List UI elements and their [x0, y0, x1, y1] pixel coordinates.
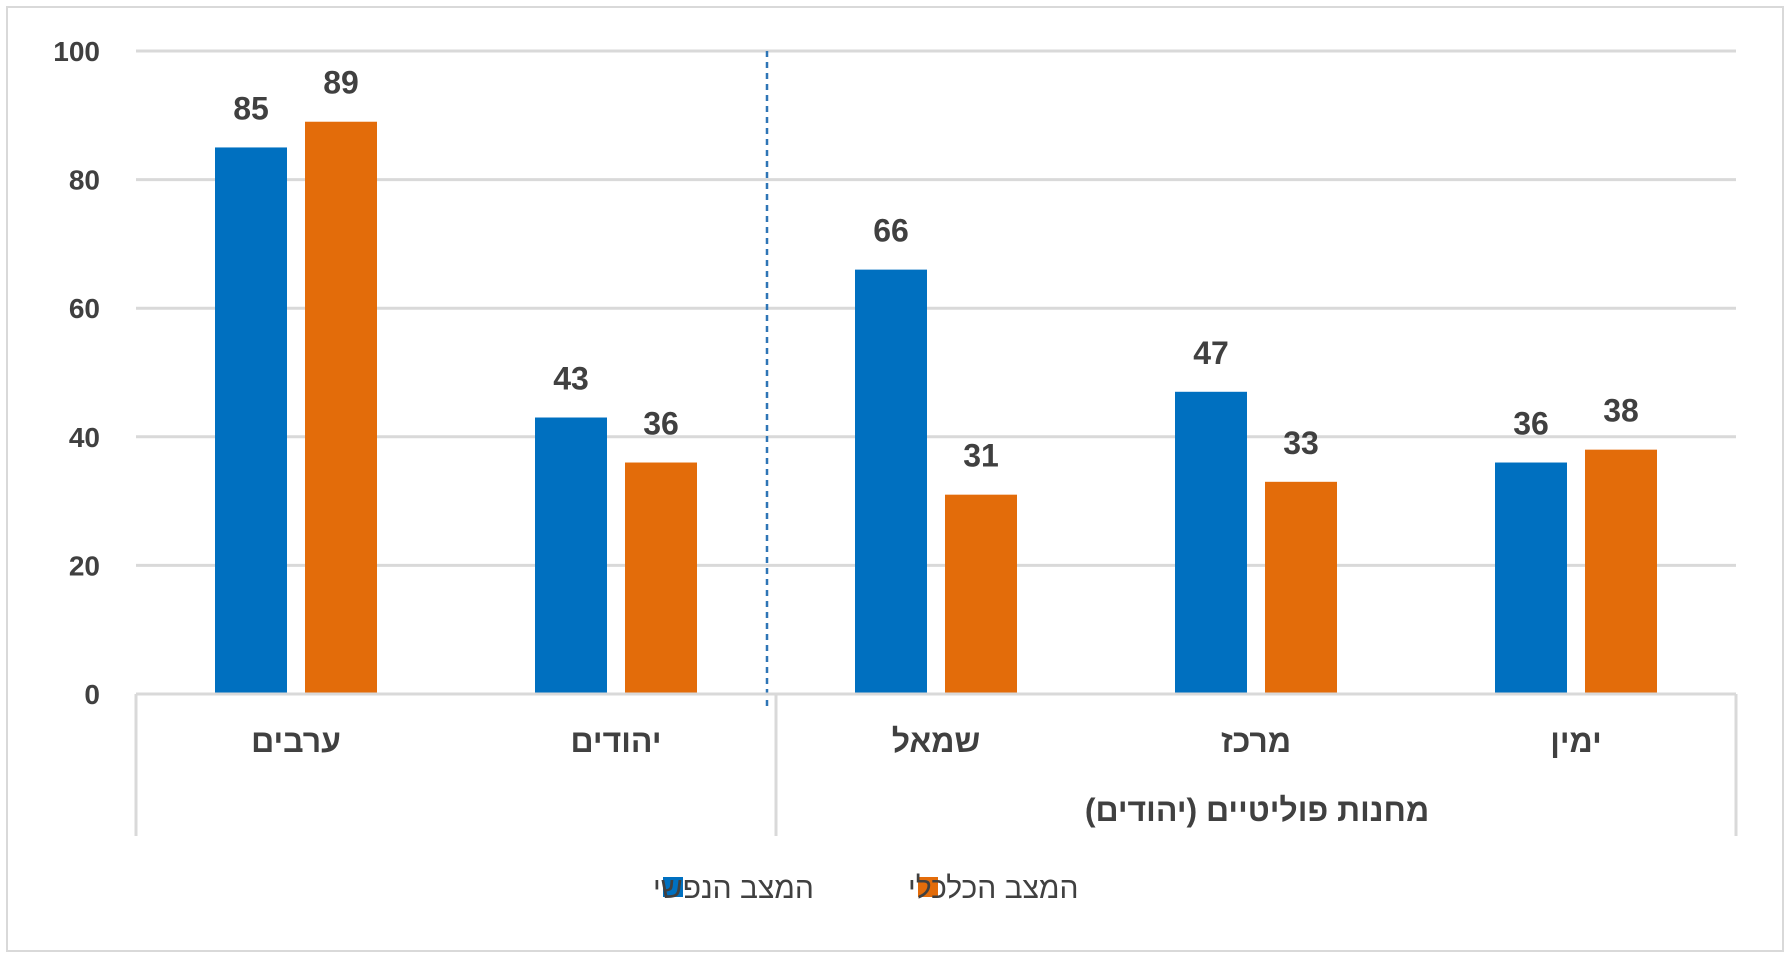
legend-swatch	[663, 877, 683, 897]
x-tick-label: ימין	[1550, 723, 1602, 759]
data-label: 85	[233, 90, 269, 126]
data-label: 47	[1193, 335, 1229, 371]
y-tick-label: 20	[69, 550, 100, 581]
bar	[1495, 462, 1567, 694]
group-label: מחנות פוליטיים (יהודים)	[1085, 792, 1429, 828]
y-tick-label: 100	[53, 36, 100, 67]
bar	[1265, 481, 1337, 694]
bar	[215, 147, 287, 694]
data-labels: 85 89 43 36 66 31 47 33 36 38	[233, 65, 1639, 474]
data-label: 33	[1283, 425, 1319, 461]
data-label: 31	[963, 438, 999, 474]
legend-label: המצב הנפשי	[653, 872, 814, 905]
x-tick-label: שמאל	[892, 723, 980, 759]
y-tick-label: 40	[69, 422, 100, 453]
bars	[215, 121, 1657, 695]
bar	[1585, 449, 1657, 694]
data-label: 66	[873, 213, 909, 249]
y-tick-label: 60	[69, 293, 100, 324]
x-tick-label: ערבים	[251, 723, 341, 759]
bar	[535, 417, 607, 694]
x-axis: מחנות פוליטיים (יהודים) ערבים יהודים שמאל מ…	[134, 692, 1738, 836]
data-label: 43	[553, 361, 589, 397]
x-tick-label: מרכז	[1221, 723, 1291, 759]
data-label: 89	[323, 65, 359, 101]
y-tick-label: 80	[69, 165, 100, 196]
x-tick-label: יהודים	[571, 723, 662, 759]
bar	[305, 121, 377, 695]
legend-label: המצב הכלכלי	[908, 872, 1079, 905]
data-label: 38	[1603, 393, 1639, 429]
y-tick-label: 0	[84, 679, 100, 710]
bar	[625, 462, 697, 694]
legend-swatch	[918, 877, 938, 897]
y-axis: 0 20 40 60 80 100	[53, 36, 100, 710]
bar	[1175, 391, 1247, 694]
legend: המצב הנפשי המצב הכלכלי	[653, 872, 1079, 905]
data-label: 36	[1513, 406, 1549, 442]
bar	[855, 269, 927, 694]
data-label: 36	[643, 406, 679, 442]
bar	[945, 494, 1017, 694]
